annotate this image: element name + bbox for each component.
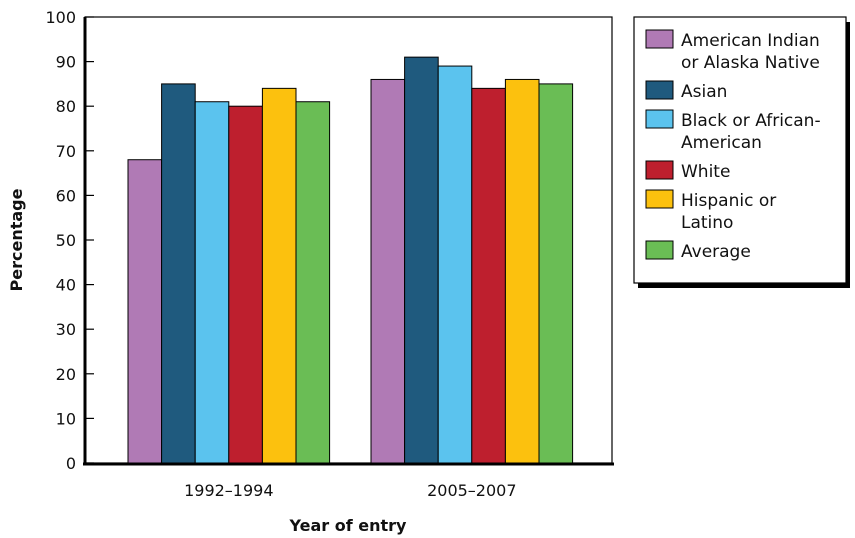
bar-hispanic-or-latino-0: [261, 87, 297, 464]
y-tick-label: 20: [56, 365, 76, 384]
bar-average-1: [538, 83, 574, 464]
y-tick-label: 40: [56, 276, 76, 295]
bar-hispanic-or-latino-1: [504, 78, 540, 464]
legend-label: Black or African-: [681, 111, 821, 131]
y-tick-label: 90: [56, 53, 76, 72]
x-tick-label: 2005–2007: [427, 481, 516, 500]
legend-label: Average: [681, 242, 751, 262]
legend-label: or Alaska Native: [681, 53, 820, 73]
bar-asian-0: [161, 83, 196, 464]
y-tick-label: 50: [56, 231, 76, 250]
y-tick-label: 0: [66, 454, 76, 473]
y-tick-label: 70: [56, 142, 76, 161]
bar-black-or-african-american-0: [194, 101, 230, 464]
y-axis-title: Percentage: [7, 188, 26, 291]
legend-label: Asian: [681, 82, 727, 102]
legend-label: Hispanic or: [681, 191, 776, 211]
y-tick-label: 100: [45, 8, 76, 27]
x-axis-ticks: 1992–1994 2005–2007: [184, 481, 516, 500]
bar-white-1: [471, 87, 506, 464]
y-tick-label: 80: [56, 97, 76, 116]
legend-swatch: [645, 189, 674, 209]
legend-swatch: [645, 109, 674, 129]
y-tick-label: 60: [56, 186, 76, 205]
bar-american-indian-or-alaska-native-1: [370, 78, 406, 464]
legend-swatch: [645, 160, 674, 180]
y-tick-label: 30: [56, 320, 76, 339]
legend-swatch: [645, 240, 674, 260]
legend-swatch: [645, 80, 674, 100]
bar-asian-1: [404, 56, 439, 464]
x-axis-title: Year of entry: [289, 516, 408, 535]
legend-label: Latino: [681, 213, 733, 233]
legend-swatch: [645, 29, 674, 49]
bars: [127, 56, 574, 464]
bar-white-0: [228, 105, 263, 464]
legend-label: White: [681, 162, 730, 182]
y-axis-ticks: 0 10 20 30 40 50 60 70 80 90 100: [45, 8, 94, 473]
bar-american-indian-or-alaska-native-0: [127, 159, 163, 464]
legend-box: [633, 16, 847, 284]
legend-label: American: [681, 133, 762, 153]
bar-average-0: [295, 101, 331, 464]
legend-label: American Indian: [681, 31, 820, 51]
y-tick-label: 10: [56, 409, 76, 428]
bar-black-or-african-american-1: [437, 65, 473, 464]
x-tick-label: 1992–1994: [184, 481, 273, 500]
